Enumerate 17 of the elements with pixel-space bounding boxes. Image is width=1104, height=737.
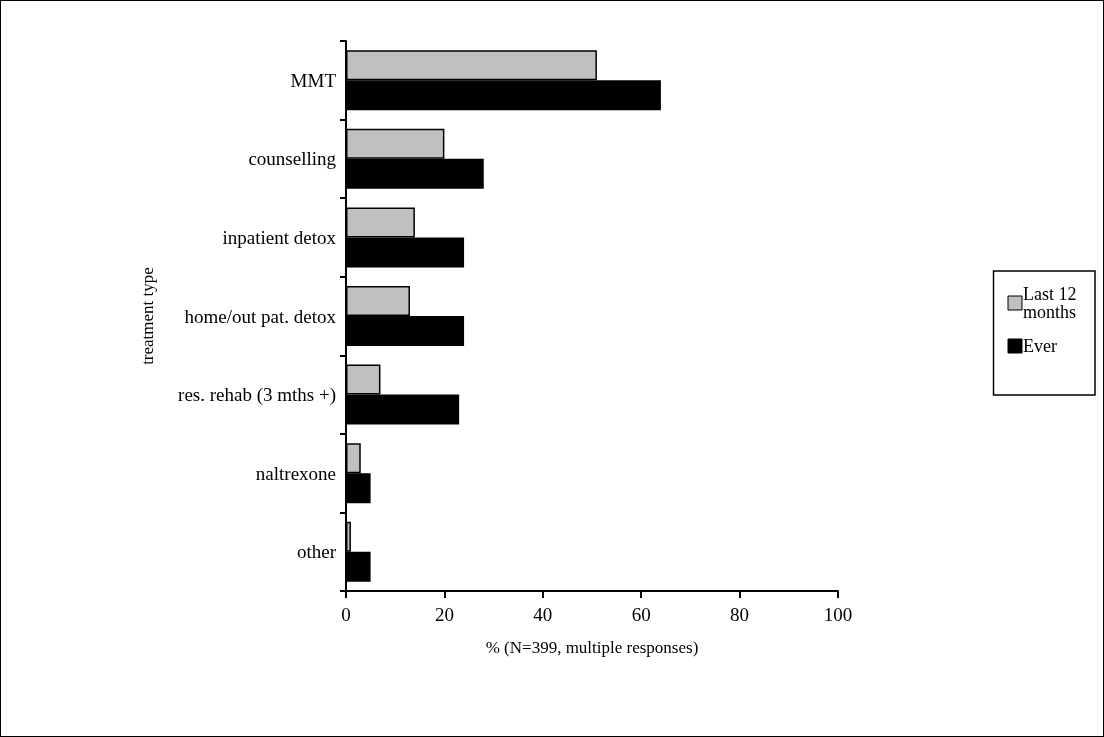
- y-tick-label: naltrexone: [255, 462, 336, 484]
- x-tick-label: 60: [631, 604, 651, 625]
- x-tick-label: 0: [341, 604, 351, 625]
- x-tick-label: 20: [434, 604, 454, 625]
- legend-label: Ever: [1023, 336, 1057, 356]
- legend-label: Last 12 months: [1023, 284, 1082, 322]
- y-tick-label: inpatient detox: [222, 226, 337, 248]
- x-tick-label: 100: [823, 604, 853, 625]
- y-tick-label: counselling: [248, 148, 337, 170]
- y-axis-title: treatment type: [138, 267, 157, 365]
- y-tick-label: res. rehab (3 mths +): [178, 384, 336, 407]
- x-axis-title: % (N=399, multiple responses): [485, 638, 699, 657]
- x-tick-label: 80: [730, 604, 750, 625]
- y-tick-label: other: [296, 541, 337, 563]
- y-tick-label: home/out pat. detox: [184, 305, 337, 327]
- y-tick-label: MMT: [290, 69, 337, 91]
- x-tick-label: 40: [533, 604, 553, 625]
